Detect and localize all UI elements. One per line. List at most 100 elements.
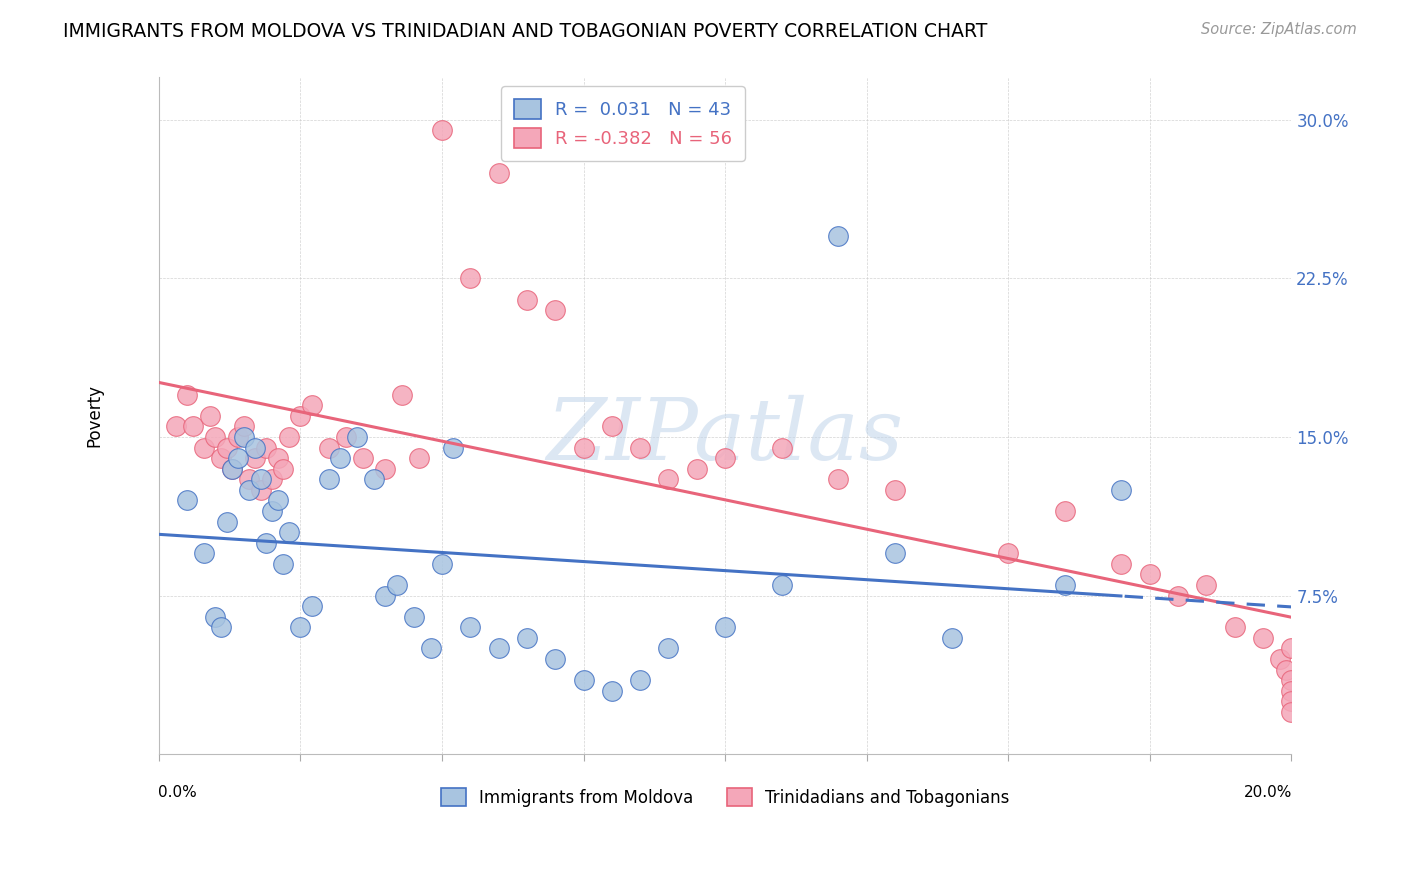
Point (941, 631, 963, 645)
Point (318, 472, 340, 486)
Point (198, 409, 221, 423)
Point (385, 578, 408, 592)
Point (193, 546, 215, 560)
Point (238, 483, 260, 497)
Point (1195, 578, 1218, 592)
Text: Source: ZipAtlas.com: Source: ZipAtlas.com (1201, 22, 1357, 37)
Point (488, 166, 510, 180)
Point (209, 620, 232, 634)
Text: ZIPatlas: ZIPatlas (547, 395, 904, 477)
Point (1279, 705, 1302, 719)
Point (181, 419, 204, 434)
Point (301, 599, 323, 614)
Point (402, 609, 425, 624)
Point (419, 641, 441, 656)
Point (249, 472, 271, 486)
Point (544, 652, 567, 666)
Point (221, 461, 243, 475)
Point (176, 493, 198, 508)
Point (363, 472, 385, 486)
Point (391, 387, 413, 401)
Point (346, 430, 368, 444)
Point (1053, 504, 1076, 518)
Point (1223, 620, 1246, 634)
Legend: Immigrants from Moldova, Trinidadians and Tobagonians: Immigrants from Moldova, Trinidadians an… (434, 781, 1017, 814)
Point (374, 461, 396, 475)
Point (267, 451, 290, 466)
Point (714, 451, 737, 466)
Point (267, 493, 290, 508)
Point (827, 472, 849, 486)
Text: 0.0%: 0.0% (157, 785, 197, 799)
Point (243, 451, 266, 466)
Point (278, 525, 301, 540)
Point (352, 451, 374, 466)
Point (165, 419, 187, 434)
Point (600, 683, 623, 698)
Point (215, 441, 238, 455)
Point (1053, 578, 1076, 592)
Point (884, 546, 907, 560)
Point (488, 641, 510, 656)
Point (657, 472, 679, 486)
Point (1111, 483, 1133, 497)
Point (516, 631, 538, 645)
Point (441, 441, 464, 455)
Point (516, 293, 538, 307)
Point (1167, 589, 1189, 603)
Point (329, 451, 352, 466)
Point (997, 546, 1019, 560)
Point (262, 472, 284, 486)
Point (204, 609, 226, 624)
Point (238, 472, 260, 486)
Point (193, 441, 215, 455)
Point (232, 430, 254, 444)
Point (1279, 673, 1302, 688)
Point (226, 451, 249, 466)
Point (215, 515, 238, 529)
Point (1279, 641, 1302, 656)
Point (243, 441, 266, 455)
Point (301, 398, 323, 412)
Point (273, 461, 295, 475)
Point (249, 483, 271, 497)
Point (176, 387, 198, 401)
Point (1279, 683, 1302, 698)
Point (374, 589, 396, 603)
Point (256, 535, 278, 549)
Point (209, 451, 232, 466)
Point (572, 673, 595, 688)
Point (262, 504, 284, 518)
Point (430, 123, 453, 137)
Point (278, 430, 301, 444)
Point (1251, 631, 1274, 645)
Point (884, 483, 907, 497)
Point (572, 441, 595, 455)
Point (204, 430, 226, 444)
Point (714, 620, 737, 634)
Point (1268, 652, 1291, 666)
Point (686, 461, 709, 475)
Point (335, 430, 357, 444)
Point (600, 419, 623, 434)
Point (1139, 567, 1161, 582)
Point (232, 419, 254, 434)
Point (430, 557, 453, 571)
Point (458, 271, 481, 285)
Text: IMMIGRANTS FROM MOLDOVA VS TRINIDADIAN AND TOBAGONIAN POVERTY CORRELATION CHART: IMMIGRANTS FROM MOLDOVA VS TRINIDADIAN A… (63, 22, 987, 41)
Point (544, 303, 567, 318)
Text: 20.0%: 20.0% (1244, 785, 1292, 799)
Point (1274, 663, 1296, 677)
Point (657, 641, 679, 656)
Point (221, 461, 243, 475)
Point (226, 430, 249, 444)
Point (256, 441, 278, 455)
Point (273, 557, 295, 571)
Point (628, 673, 651, 688)
Point (1279, 694, 1302, 708)
Y-axis label: Poverty: Poverty (86, 384, 103, 447)
Point (290, 409, 312, 423)
Point (770, 441, 793, 455)
Point (827, 229, 849, 244)
Point (290, 620, 312, 634)
